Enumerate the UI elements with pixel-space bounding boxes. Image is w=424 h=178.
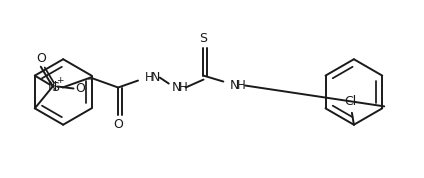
Text: S: S (199, 32, 207, 45)
Text: ⁻: ⁻ (86, 78, 92, 88)
Text: N: N (48, 80, 57, 93)
Text: +: + (56, 76, 63, 85)
Text: O: O (113, 118, 123, 131)
Text: N: N (172, 81, 181, 94)
Text: N: N (229, 79, 239, 92)
Text: H: H (179, 81, 188, 94)
Text: H: H (145, 71, 153, 84)
Text: O: O (36, 52, 46, 65)
Text: O: O (75, 82, 85, 95)
Text: Cl: Cl (344, 95, 356, 108)
Text: S: S (50, 81, 59, 94)
Text: H: H (237, 79, 245, 92)
Text: N: N (151, 71, 161, 84)
